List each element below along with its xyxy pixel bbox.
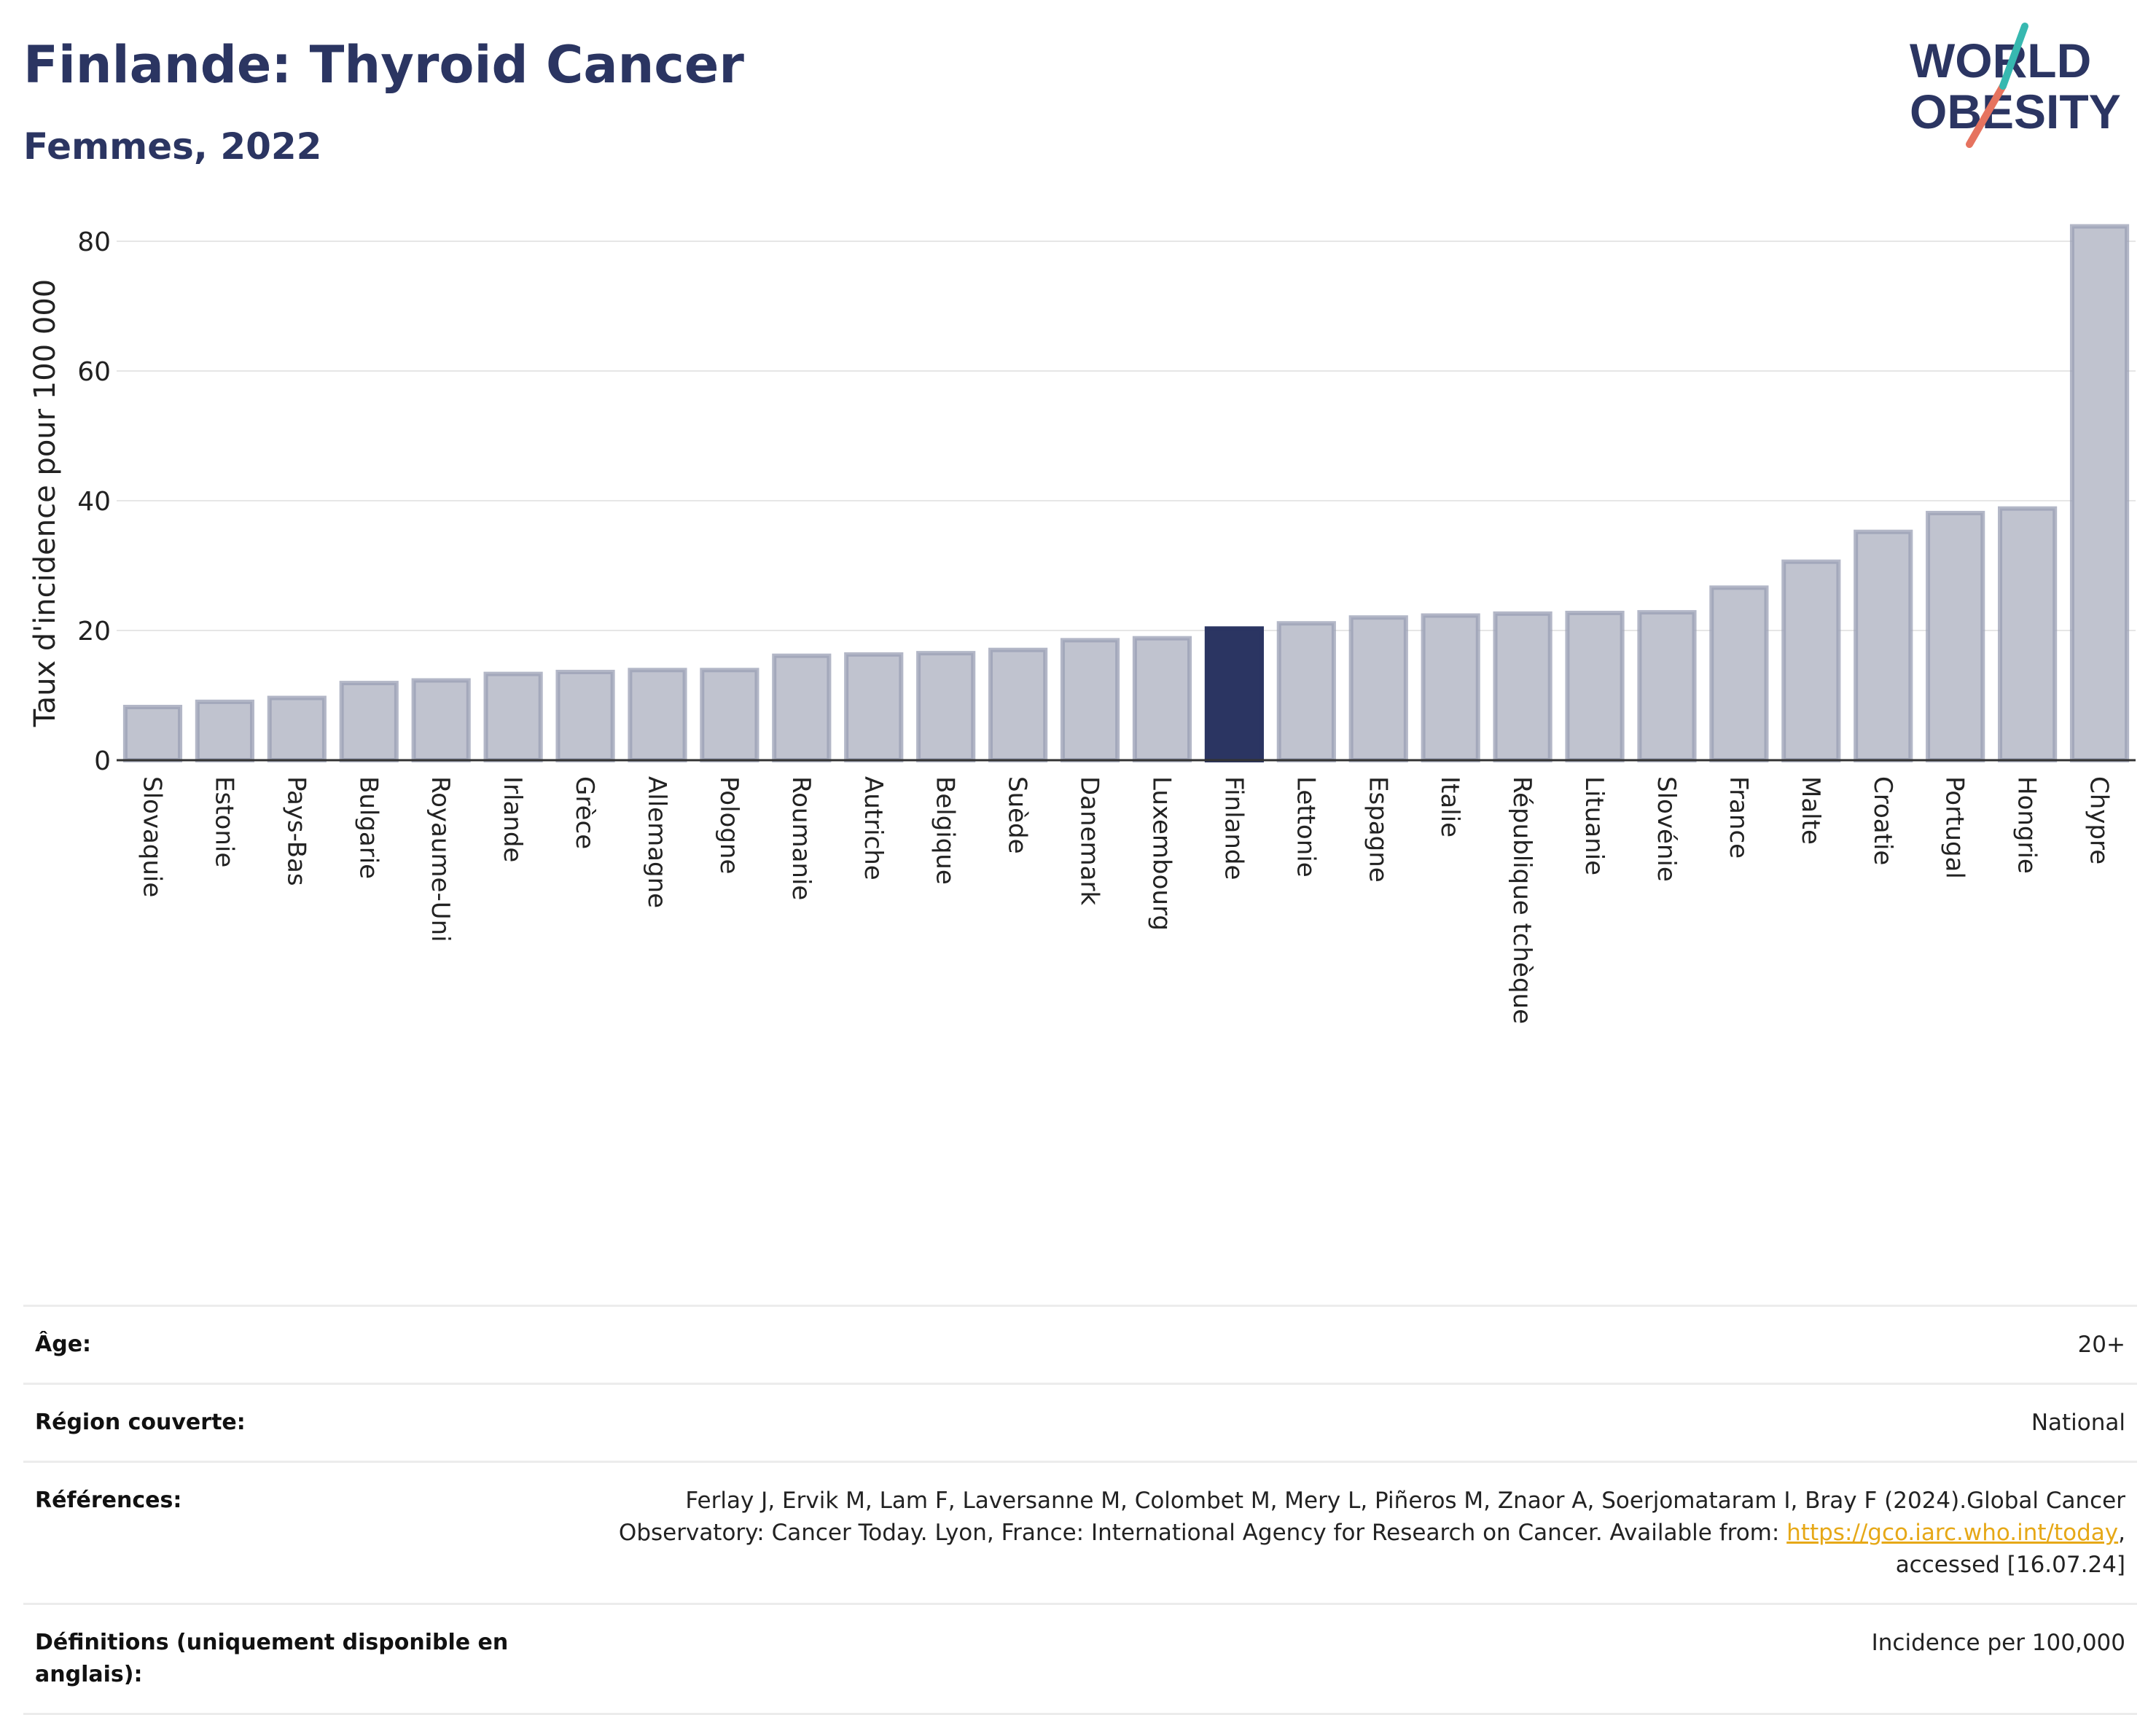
info-row-age: Âge: 20+: [23, 1305, 2137, 1383]
logo-text-obesity: OBESITY: [1910, 85, 2121, 138]
x-tick-label: Lettonie: [1291, 776, 1320, 878]
reference-accessed: , accessed [16.07.24]: [1895, 1520, 2125, 1578]
logo-text-world: WORLD: [1910, 34, 2091, 87]
y-tick-label: 80: [77, 227, 111, 257]
info-key-definitions: Définitions (uniquement disponible en an…: [35, 1630, 509, 1687]
y-tick-label: 60: [77, 357, 111, 387]
x-tick-label: Belgique: [931, 776, 960, 885]
x-tick-label: Bulgarie: [354, 776, 383, 879]
bar: [1854, 529, 1913, 762]
reference-link[interactable]: https://gco.iarc.who.int/today: [1786, 1520, 2119, 1546]
bar: [2069, 224, 2130, 762]
bar: [844, 652, 904, 762]
info-row-definitions: Définitions (uniquement disponible en an…: [23, 1603, 2137, 1715]
x-tick-label: Irlande: [498, 776, 527, 862]
bar: [700, 668, 759, 762]
bar: [267, 695, 327, 762]
bar: [122, 705, 183, 763]
page-title: Finlande: Thyroid Cancer: [23, 35, 744, 95]
bar: [1637, 610, 1697, 763]
x-tick-label: France: [1724, 776, 1753, 859]
info-value-references: Ferlay J, Ervik M, Lam F, Laversanne M, …: [551, 1485, 2125, 1581]
y-tick-label: 0: [94, 746, 111, 776]
bar: [1493, 611, 1552, 762]
page-subtitle: Femmes, 2022: [23, 125, 322, 168]
bar: [483, 671, 543, 763]
x-tick-label: Suède: [1003, 776, 1032, 854]
x-tick-label: Croatie: [1868, 776, 1897, 865]
bar: [628, 668, 687, 762]
x-tick-label: Finlande: [1219, 776, 1248, 880]
bar-chart: 0 20 40 60 80 Slovaquie Estonie Pays-Bas Bulgari…: [77, 224, 2136, 1024]
bar: [1565, 610, 1625, 762]
x-tick-label: Luxembourg: [1147, 776, 1176, 931]
x-tick-label: Estonie: [209, 776, 238, 867]
bar: [1926, 510, 1985, 762]
bar: [339, 681, 399, 763]
info-value-region: National: [2031, 1410, 2125, 1436]
bar: [1421, 613, 1480, 763]
info-key-age: Âge:: [35, 1332, 92, 1357]
x-tick-label: Lituanie: [1579, 776, 1609, 875]
x-tick-label: Pologne: [714, 776, 743, 874]
x-tick-label: Italie: [1435, 776, 1464, 837]
x-tick-label: Roumanie: [786, 776, 816, 900]
y-tick-label: 20: [77, 617, 111, 646]
bar: [772, 653, 832, 763]
x-tick-label: Espagne: [1363, 776, 1392, 883]
x-tick-label: République tchèque: [1507, 776, 1536, 1024]
bar: [195, 699, 254, 763]
bar: [1781, 559, 1841, 762]
info-table: Âge: 20+ Région couverte: National Référ…: [23, 1305, 2137, 1715]
bar: [988, 647, 1048, 763]
x-tick-label: Chypre: [2085, 776, 2114, 864]
logo-slash-red: [1966, 82, 2007, 148]
x-tick-label: Danemark: [1075, 776, 1104, 905]
world-obesity-logo: WORLD OBESITY: [1910, 23, 2121, 148]
bar: [411, 678, 471, 763]
info-row-region: Région couverte: National: [23, 1383, 2137, 1461]
bar: [1060, 638, 1120, 762]
info-key-region: Région couverte:: [35, 1410, 246, 1435]
bar: [1132, 636, 1192, 762]
info-row-references: Références: Ferlay J, Ervik M, Lam F, La…: [23, 1461, 2137, 1603]
x-tick-label: Pays-Bas: [281, 776, 310, 886]
x-tick-label: Portugal: [1940, 776, 1969, 879]
x-tick-label: Autriche: [859, 776, 888, 880]
x-tick-label: Slovaquie: [137, 776, 166, 897]
y-tick-label: 40: [77, 487, 111, 517]
bar: [1204, 626, 1264, 763]
x-tick-label: Royaume-Uni: [426, 776, 455, 942]
info-key-references: Références:: [35, 1488, 182, 1513]
x-tick-label: Hongrie: [2012, 776, 2042, 874]
x-tick-label: Malte: [1796, 776, 1825, 845]
logo-slash-teal: [1999, 23, 2028, 90]
x-tick-label: Slovénie: [1652, 776, 1681, 882]
bar: [1276, 621, 1336, 763]
info-value-definitions: Incidence per 100,000: [1871, 1630, 2125, 1656]
x-tick-label: Allemagne: [642, 776, 671, 908]
bar: [916, 651, 976, 763]
reference-text: Ferlay J, Ervik M, Lam F, Laversanne M, …: [618, 1488, 2125, 1546]
bar: [1709, 585, 1769, 763]
bar: [555, 669, 615, 763]
bar: [1998, 506, 2058, 762]
info-value-age: 20+: [2077, 1332, 2125, 1358]
x-tick-label: Grèce: [570, 776, 599, 849]
bar: [1348, 615, 1408, 763]
y-axis-label: Taux d'incidence pour 100 000: [28, 278, 62, 727]
